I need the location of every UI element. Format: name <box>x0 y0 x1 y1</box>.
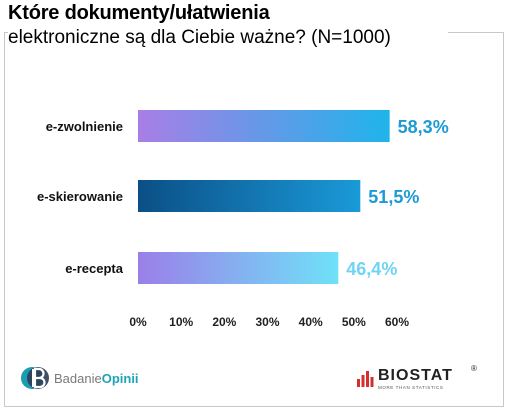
badanie-opinii-wordmark: BadanieOpinii <box>54 371 139 386</box>
value-label: 58,3% <box>398 117 449 137</box>
biostat-logo: BIOSTAT MORE THAN STATISTICS ® <box>356 364 481 394</box>
biostat-bars-icon <box>357 371 374 387</box>
chart-title-line-1: Które dokumenty/ułatwienia <box>8 2 270 24</box>
x-tick-label: 30% <box>255 315 279 329</box>
category-label: e-zwolnienie <box>46 119 123 134</box>
value-label: 51,5% <box>368 187 419 207</box>
registered-mark: ® <box>471 364 477 373</box>
biostat-tagline: MORE THAN STATISTICS <box>378 385 444 390</box>
category-label: e-skierowanie <box>37 189 123 204</box>
bar-e-zwolnienie <box>138 110 390 142</box>
chart-frame <box>4 32 504 407</box>
badanie-opinii-logo: BadanieOpinii <box>20 363 139 393</box>
x-tick-label: 20% <box>212 315 236 329</box>
bar-e-skierowanie <box>138 180 361 212</box>
chart-title: Które dokumenty/ułatwienia elektroniczne… <box>8 0 448 54</box>
badanie-opinii-logo-icon <box>21 367 49 389</box>
bar-e-recepta <box>138 252 339 284</box>
brand-word-opinii: Opinii <box>101 370 139 386</box>
x-tick-label: 0% <box>129 315 147 329</box>
biostat-wordmark: BIOSTAT <box>378 367 453 384</box>
value-label: 46,4% <box>346 259 397 279</box>
x-tick-label: 60% <box>385 315 409 329</box>
x-tick-label: 40% <box>299 315 323 329</box>
x-tick-label: 50% <box>342 315 366 329</box>
category-label: e-recepta <box>65 261 124 276</box>
chart-title-line-2: elektroniczne są dla Ciebie ważne? (N=10… <box>8 27 391 48</box>
x-tick-label: 10% <box>169 315 193 329</box>
brand-word-badanie: Badanie <box>54 370 102 386</box>
